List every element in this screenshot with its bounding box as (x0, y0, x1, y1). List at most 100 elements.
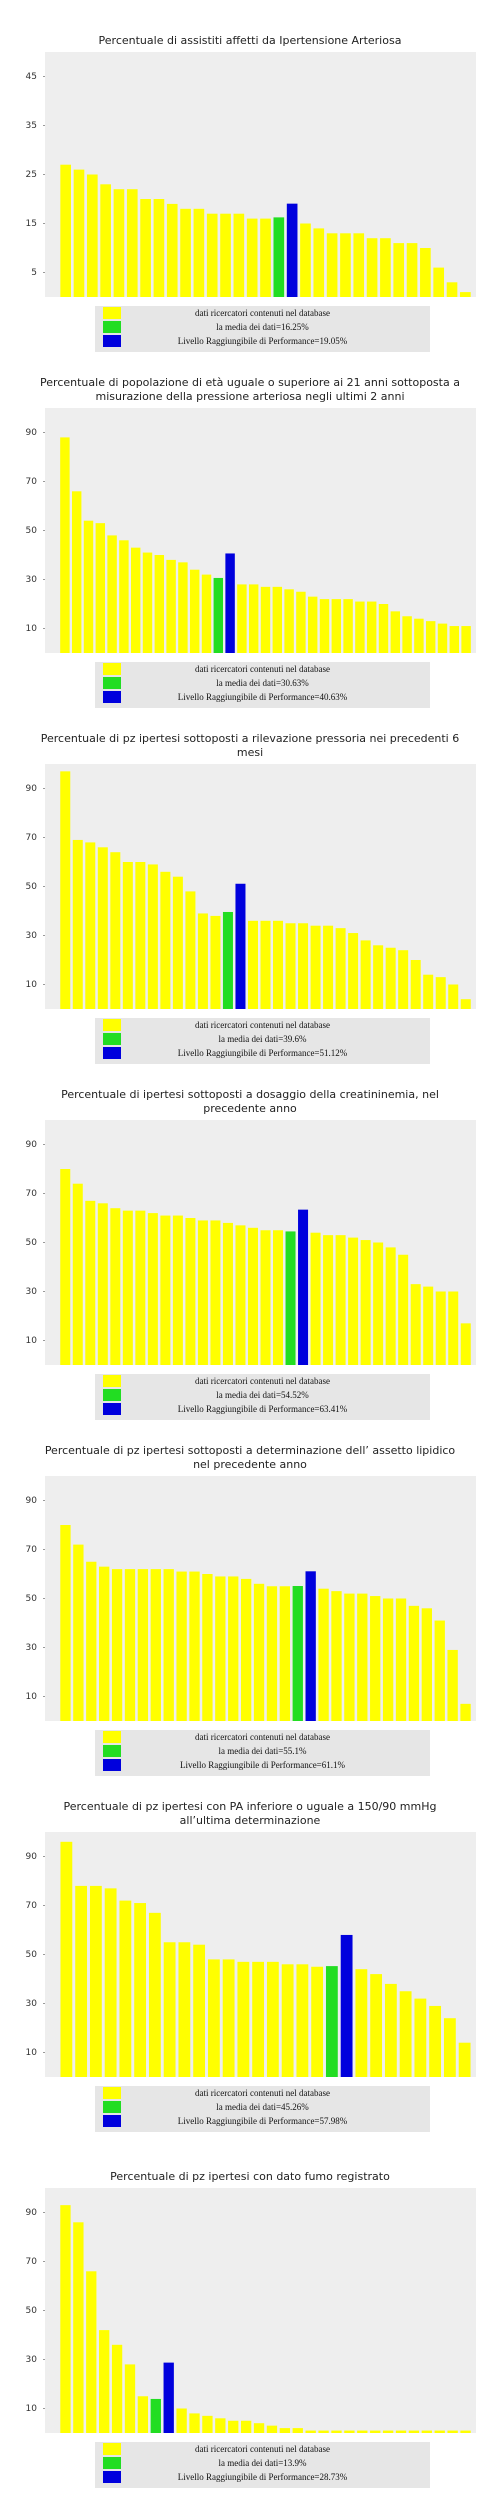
bar (298, 923, 309, 1009)
legend-swatch (103, 2101, 121, 2113)
bar (410, 960, 421, 1009)
legend-swatch (103, 1745, 121, 1757)
bar (113, 189, 125, 297)
bar (357, 1593, 368, 1721)
bar (292, 2428, 303, 2433)
y-tick-label: 10 (26, 1692, 38, 1702)
bar (398, 1254, 409, 1365)
bar (85, 1200, 96, 1365)
bar (310, 925, 321, 1009)
y-tick-label: 50 (26, 526, 38, 536)
legend-swatch (103, 1019, 121, 1031)
bar (60, 1169, 71, 1365)
bar (360, 1240, 371, 1365)
legend-label: Livello Raggiungibile di Performance=57.… (177, 2116, 348, 2126)
chart-title: Percentuale di ipertesi sottoposti a dos… (61, 1088, 439, 1115)
y-tick-label: 70 (26, 833, 38, 843)
legend-label: Livello Raggiungibile di Performance=63.… (177, 1404, 348, 1414)
bar (378, 604, 389, 653)
legend-entry: Livello Raggiungibile di Performance=61.… (95, 1758, 430, 1772)
y-tick-label: 90 (26, 1140, 38, 1150)
bar (279, 1586, 291, 1721)
legend-entry: Livello Raggiungibile di Performance=19.… (95, 334, 430, 348)
bar (89, 1885, 102, 2077)
bar (458, 2042, 471, 2077)
bar (166, 203, 178, 297)
plot: 5 15 25 35 45 (26, 52, 476, 297)
bar (323, 1235, 334, 1365)
bar (213, 577, 224, 653)
legend-entry: la media dei dati=55.1% (95, 1744, 430, 1758)
legend-swatch (103, 2115, 121, 2127)
bar (281, 1964, 294, 2077)
bar (348, 1237, 359, 1365)
bar (398, 950, 409, 1009)
legend-label: Livello Raggiungibile di Performance=51.… (177, 1048, 348, 1058)
chart-title: Percentuale di pz ipertesi sottoposti a … (44, 1444, 456, 1471)
bar (421, 1608, 432, 1721)
y-tick-label: 50 (26, 1950, 38, 1960)
legend-entry: Livello Raggiungibile di Performance=51.… (95, 1046, 430, 1060)
bar (423, 1286, 434, 1365)
bar (148, 1912, 161, 2077)
bar (448, 984, 459, 1009)
y-tick-label: 90 (26, 1852, 38, 1862)
legend-swatch (103, 2457, 121, 2469)
bar (197, 1220, 208, 1365)
bar (154, 555, 165, 653)
plot: 10 30 50 70 90 (26, 2188, 476, 2433)
bar (307, 596, 318, 653)
bar (366, 238, 378, 297)
legend-entry: dati ricercatori contenuti nel database (95, 2086, 430, 2100)
legend-entry: Livello Raggiungibile di Performance=57.… (95, 2114, 430, 2128)
bar (335, 928, 346, 1009)
bar (206, 213, 218, 297)
bar (60, 437, 70, 653)
bar (135, 1210, 146, 1365)
legend-entry: dati ricercatori contenuti nel database (95, 2442, 430, 2456)
bar (119, 1900, 132, 2077)
bar (197, 913, 208, 1009)
bar (370, 2430, 381, 2433)
bar (435, 1291, 446, 1365)
bar (60, 2205, 71, 2433)
bar (380, 238, 391, 297)
bar (225, 553, 235, 653)
y-tick-label: 90 (26, 428, 38, 438)
bar (340, 1934, 353, 2077)
chart-title: Percentuale di pz ipertesi con PA inferi… (63, 1800, 437, 1827)
bar (163, 1569, 174, 1721)
legend-swatch (103, 2471, 121, 2483)
y-tick-label: 30 (26, 1999, 38, 2009)
bar (311, 1966, 324, 2077)
bar (414, 1998, 427, 2077)
legend-entry: la media dei dati=45.26% (95, 2100, 430, 2114)
legend-swatch (103, 2087, 121, 2099)
chart-title: Percentuale di pz ipertesi sottoposti a … (40, 732, 460, 759)
legend-label: dati ricercatori contenuti nel database (195, 1732, 330, 1742)
bar (260, 920, 271, 1009)
legend-swatch (103, 1759, 121, 1771)
bar (83, 520, 94, 653)
bar (286, 203, 298, 297)
y-tick-label: 90 (26, 2208, 38, 2218)
bar (260, 586, 271, 653)
legend-swatch (103, 677, 121, 689)
bar (373, 945, 384, 1009)
chart-title: Percentuale di assistiti affetti da Iper… (98, 34, 402, 47)
bar (140, 199, 151, 297)
bar (355, 601, 365, 653)
legend-swatch (103, 1375, 121, 1387)
bar (460, 2430, 471, 2433)
bar (360, 940, 371, 1009)
bar (86, 2271, 97, 2433)
legend-swatch (103, 2443, 121, 2455)
bar (107, 535, 117, 653)
bar (331, 599, 342, 653)
y-tick-label: 30 (26, 575, 38, 585)
bar (222, 911, 233, 1009)
plot-background (45, 408, 476, 653)
bar (176, 2408, 187, 2433)
bar (246, 218, 258, 297)
